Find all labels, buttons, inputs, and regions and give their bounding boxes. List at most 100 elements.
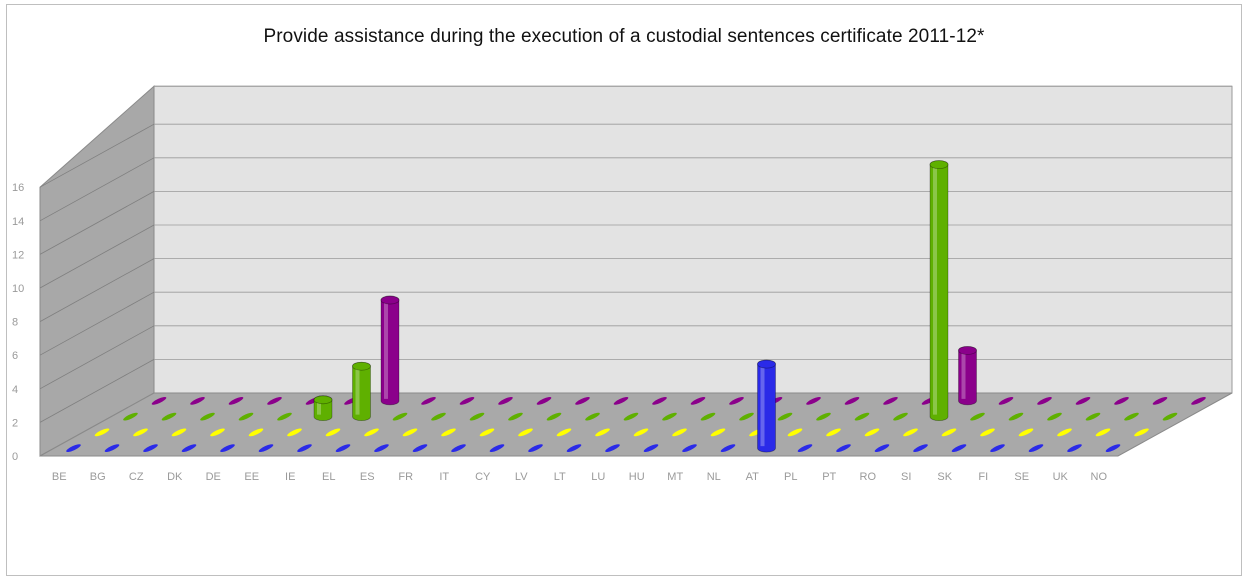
x-tick-label: BG [90, 471, 106, 483]
x-tick-label: HU [629, 471, 645, 483]
y-tick-label: 2 [12, 417, 18, 429]
zero-value-mark [575, 396, 590, 405]
x-tick-label: LU [591, 471, 605, 483]
bar [352, 361, 371, 422]
zero-value-mark [893, 412, 908, 421]
zero-value-mark [729, 396, 744, 405]
zero-value-mark [66, 444, 81, 453]
zero-value-mark [267, 396, 282, 405]
zero-value-mark [181, 444, 197, 453]
zero-value-mark [459, 396, 475, 405]
y-tick-label: 6 [12, 350, 18, 362]
zero-value-mark [277, 412, 292, 421]
bar-body [929, 160, 949, 422]
bar [929, 160, 949, 422]
zero-value-mark [883, 396, 898, 405]
y-tick-label: 14 [12, 216, 24, 228]
zero-value-mark [489, 444, 505, 453]
gridline-side [39, 291, 155, 356]
bar-top [352, 361, 371, 371]
zero-value-mark [595, 428, 610, 437]
bar [380, 295, 400, 406]
zero-value-mark [104, 444, 120, 453]
x-tick-label: ES [360, 471, 375, 483]
x-tick-label: BE [52, 471, 67, 483]
zero-value-mark [662, 412, 677, 421]
zero-value-mark [844, 396, 860, 405]
zero-value-mark [1105, 444, 1121, 453]
zero-value-mark [228, 396, 244, 405]
y-tick-label: 16 [12, 182, 24, 194]
zero-value-mark [797, 444, 813, 453]
bar [757, 359, 776, 453]
x-tick-label: SI [901, 471, 911, 483]
zero-value-mark [566, 444, 582, 453]
bar-top [757, 359, 776, 369]
bar-highlight [355, 368, 360, 415]
zero-value-mark [190, 396, 205, 405]
zero-value-mark [605, 444, 620, 453]
x-tick-label: DK [167, 471, 183, 483]
zero-value-mark [613, 396, 629, 405]
zero-value-mark [720, 444, 736, 453]
zero-value-mark [412, 444, 428, 453]
zero-value-mark [556, 428, 572, 437]
bar-top [958, 346, 977, 355]
zero-value-mark [451, 444, 466, 453]
gridline-side [39, 123, 155, 188]
zero-value-mark [874, 444, 890, 453]
zero-value-mark [633, 428, 649, 437]
x-tick-label: NL [707, 471, 721, 483]
zero-value-mark [1018, 428, 1034, 437]
gridline-side [39, 191, 155, 255]
gridline-side [39, 359, 155, 423]
x-tick-label: EE [244, 471, 259, 483]
zero-value-mark [1008, 412, 1024, 421]
x-tick-label: RO [860, 471, 877, 483]
zero-value-mark [133, 428, 148, 437]
x-tick-label: CZ [129, 471, 144, 483]
x-tick-label: MT [667, 471, 683, 483]
zero-value-mark [682, 444, 697, 453]
zero-value-mark [623, 412, 639, 421]
zero-value-mark [546, 412, 562, 421]
bar-highlight [760, 366, 765, 447]
bar-highlight [317, 401, 321, 415]
zero-value-mark [469, 412, 485, 421]
zero-value-mark [864, 428, 880, 437]
zero-value-mark [951, 444, 967, 453]
zero-value-mark [1152, 396, 1168, 405]
zero-value-mark [143, 444, 158, 453]
x-tick-label: LV [515, 471, 528, 483]
zero-value-mark [836, 444, 851, 453]
x-tick-label: SK [937, 471, 952, 483]
y-tick-label: 8 [12, 317, 18, 329]
zero-value-mark [777, 412, 793, 421]
x-tick-label: CY [475, 471, 491, 483]
zero-value-mark [441, 428, 456, 437]
zero-value-mark [1114, 396, 1129, 405]
zero-value-mark [1075, 396, 1091, 405]
x-tick-label: NO [1091, 471, 1108, 483]
zero-value-mark [913, 444, 928, 453]
zero-value-mark [970, 412, 985, 421]
zero-value-mark [1037, 396, 1052, 405]
zero-value-mark [710, 428, 726, 437]
bar-top [380, 295, 400, 305]
zero-value-mark [1085, 412, 1101, 421]
x-tick-label: PL [784, 471, 797, 483]
zero-value-mark [364, 428, 379, 437]
zero-value-mark [123, 412, 138, 421]
x-tick-label: AT [746, 471, 760, 483]
bar-body [958, 346, 977, 406]
zero-value-mark [94, 428, 110, 437]
y-tick-label: 12 [12, 249, 24, 261]
back-wall [153, 85, 1233, 394]
zero-value-mark [1067, 444, 1082, 453]
zero-value-mark [652, 396, 667, 405]
zero-value-mark [998, 396, 1014, 405]
zero-value-mark [643, 444, 659, 453]
zero-value-mark [1028, 444, 1044, 453]
bar [313, 395, 333, 422]
